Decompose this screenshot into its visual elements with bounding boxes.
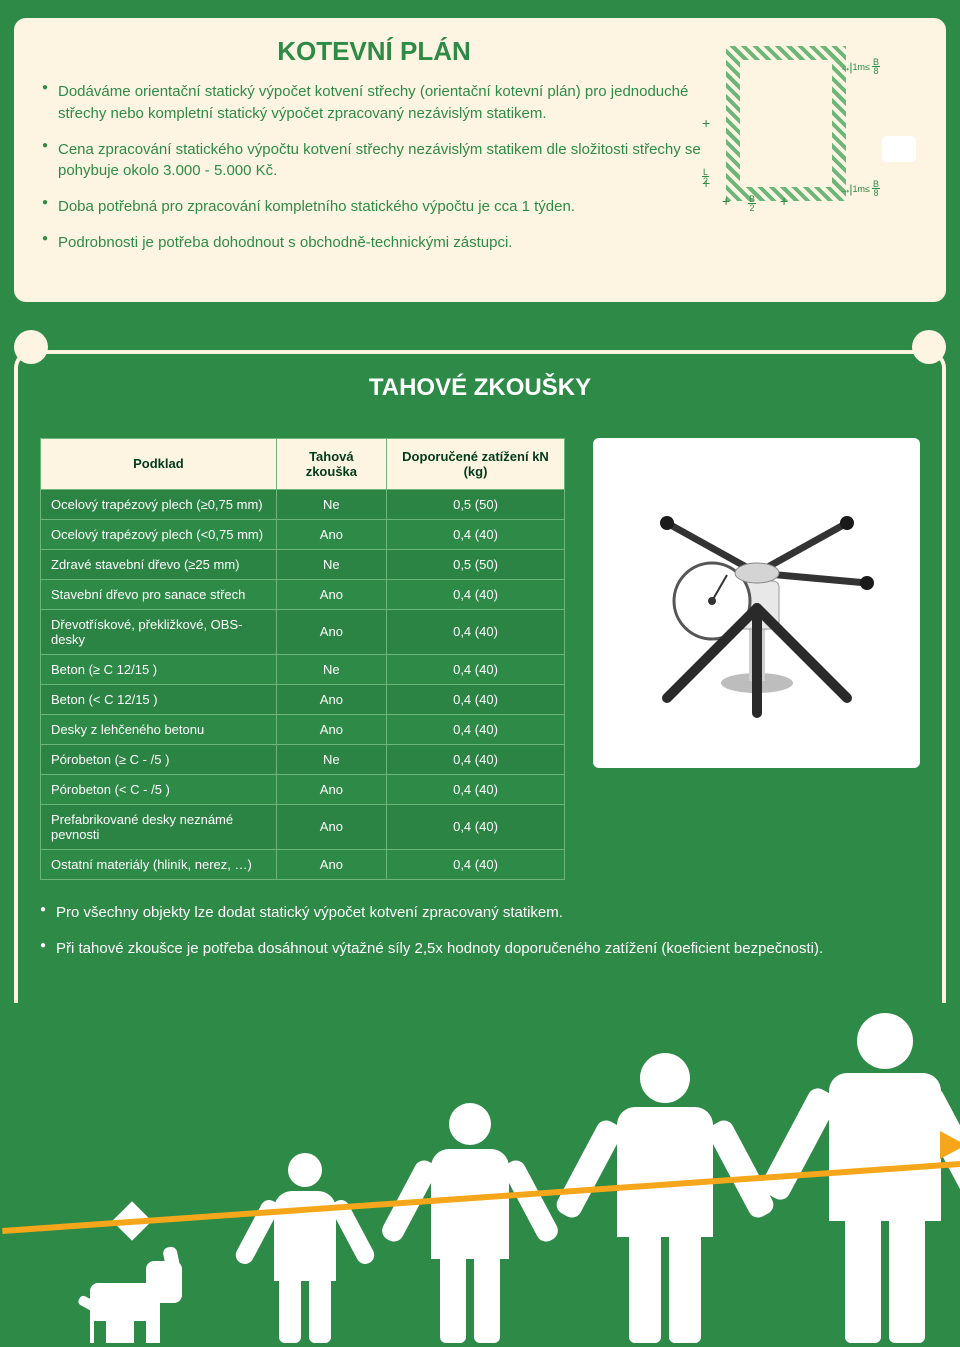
person-large xyxy=(580,1053,750,1343)
kotevni-plan-panel: KOTEVNÍ PLÁN Dodáváme orientační statick… xyxy=(14,18,946,302)
cell-load: 0,4 (40) xyxy=(386,579,564,609)
cell-test: Ano xyxy=(276,579,386,609)
cell-test: Ano xyxy=(276,714,386,744)
cell-load: 0,4 (40) xyxy=(386,714,564,744)
kotevni-plan-bullets: Dodáváme orientační statický výpočet kot… xyxy=(42,81,706,254)
bullet-item: Doba potřebná pro zpracování kompletního… xyxy=(42,196,706,218)
anchor-mark: + xyxy=(722,193,730,209)
cell-name: Pórobeton (≥ C - /5 ) xyxy=(41,744,277,774)
cell-name: Dřevotřískové, překližkové, OBS-desky xyxy=(41,609,277,654)
cell-load: 0,4 (40) xyxy=(386,654,564,684)
diagram-spacer xyxy=(882,136,916,162)
tahove-zkousky-title: TAHOVÉ ZKOUŠKY xyxy=(18,374,942,402)
cell-load: 0,4 (40) xyxy=(386,609,564,654)
pulling-infographic xyxy=(0,1013,960,1343)
tahove-zkousky-section: TAHOVÉ ZKOUŠKY Podklad Tahová zkouška Do… xyxy=(0,302,960,1003)
dim-bottom-label: →| 1m≤ B8 xyxy=(839,180,880,197)
cell-name: Ocelový trapézový plech (<0,75 mm) xyxy=(41,519,277,549)
table-row: Beton (< C 12/15 )Ano0,4 (40) xyxy=(41,684,565,714)
th-tahova: Tahová zkouška xyxy=(276,438,386,489)
tests-notes: Pro všechny objekty lze dodat statický v… xyxy=(40,902,920,961)
cell-test: Ne xyxy=(276,744,386,774)
th-podklad: Podklad xyxy=(41,438,277,489)
table-row: Prefabrikované desky neznámé pevnostiAno… xyxy=(41,804,565,849)
cell-load: 0,5 (50) xyxy=(386,489,564,519)
tests-table: Podklad Tahová zkouška Doporučené zatíže… xyxy=(40,438,565,880)
kotevni-plan-text: KOTEVNÍ PLÁN Dodáváme orientační statick… xyxy=(42,36,706,268)
cell-name: Stavební dřevo pro sanace střech xyxy=(41,579,277,609)
cell-name: Beton (< C 12/15 ) xyxy=(41,684,277,714)
l-half-label: L2 xyxy=(702,168,709,187)
dim-top-label: →| 1m≤ B8 xyxy=(839,58,880,75)
cell-test: Ano xyxy=(276,849,386,879)
cell-name: Ostatní materiály (hliník, nerez, …) xyxy=(41,849,277,879)
table-row: Desky z lehčeného betonuAno0,4 (40) xyxy=(41,714,565,744)
person-small xyxy=(250,1153,360,1343)
pull-tester-icon xyxy=(607,453,907,753)
anchor-mark: + xyxy=(780,193,788,209)
table-row: Ocelový trapézový plech (≥0,75 mm)Ne0,5 … xyxy=(41,489,565,519)
cell-name: Ocelový trapézový plech (≥0,75 mm) xyxy=(41,489,277,519)
note-item: Při tahové zkoušce je potřeba dosáhnout … xyxy=(40,938,920,961)
table-row: Zdravé stavební dřevo (≥25 mm)Ne0,5 (50) xyxy=(41,549,565,579)
cell-test: Ne xyxy=(276,654,386,684)
kotevni-plan-title: KOTEVNÍ PLÁN xyxy=(42,36,706,67)
table-row: Pórobeton (≥ C - /5 )Ne0,4 (40) xyxy=(41,744,565,774)
cell-name: Zdravé stavební dřevo (≥25 mm) xyxy=(41,549,277,579)
cell-test: Ano xyxy=(276,519,386,549)
cell-name: Desky z lehčeného betonu xyxy=(41,714,277,744)
person-medium xyxy=(400,1103,540,1343)
cell-test: Ne xyxy=(276,489,386,519)
table-row: Beton (≥ C 12/15 )Ne0,4 (40) xyxy=(41,654,565,684)
cell-test: Ano xyxy=(276,774,386,804)
table-row: Dřevotřískové, překližkové, OBS-deskyAno… xyxy=(41,609,565,654)
cell-name: Prefabrikované desky neznámé pevnosti xyxy=(41,804,277,849)
dog-figure xyxy=(60,1213,200,1343)
knob-left xyxy=(14,330,48,364)
cell-load: 0,4 (40) xyxy=(386,519,564,549)
cell-test: Ano xyxy=(276,804,386,849)
person-xlarge xyxy=(790,1013,960,1343)
cell-test: Ano xyxy=(276,684,386,714)
bullet-item: Dodáváme orientační statický výpočet kot… xyxy=(42,81,706,125)
cell-load: 0,4 (40) xyxy=(386,774,564,804)
knob-row xyxy=(14,330,946,364)
cell-load: 0,5 (50) xyxy=(386,549,564,579)
cell-test: Ne xyxy=(276,549,386,579)
pull-tester-image xyxy=(593,438,920,768)
bullet-item: Cena zpracování statického výpočtu kotve… xyxy=(42,139,706,183)
th-zatizeni: Doporučené zatížení kN (kg) xyxy=(386,438,564,489)
roof-diagram: + + + + L2 B2 →| 1m≤ B8 →| 1m≤ B8 xyxy=(726,36,926,268)
cell-name: Beton (≥ C 12/15 ) xyxy=(41,654,277,684)
cell-load: 0,4 (40) xyxy=(386,684,564,714)
cell-load: 0,4 (40) xyxy=(386,744,564,774)
tahove-zkousky-body: Podklad Tahová zkouška Doporučené zatíže… xyxy=(14,416,946,1003)
roof-rect: + + + + L2 B2 →| 1m≤ B8 →| 1m≤ B8 xyxy=(726,46,846,201)
note-item: Pro všechny objekty lze dodat statický v… xyxy=(40,902,920,925)
table-row: Stavební dřevo pro sanace střechAno0,4 (… xyxy=(41,579,565,609)
cell-name: Pórobeton (< C - /5 ) xyxy=(41,774,277,804)
bullet-item: Podrobnosti je potřeba dohodnout s obcho… xyxy=(42,232,706,254)
cell-load: 0,4 (40) xyxy=(386,804,564,849)
b-half-label: B2 xyxy=(748,195,756,213)
rope-arrowhead xyxy=(940,1131,960,1159)
table-row: Pórobeton (< C - /5 )Ano0,4 (40) xyxy=(41,774,565,804)
table-row: Ostatní materiály (hliník, nerez, …)Ano0… xyxy=(41,849,565,879)
cell-load: 0,4 (40) xyxy=(386,849,564,879)
knob-right xyxy=(912,330,946,364)
cell-test: Ano xyxy=(276,609,386,654)
anchor-mark: + xyxy=(702,115,710,131)
table-row: Ocelový trapézový plech (<0,75 mm)Ano0,4… xyxy=(41,519,565,549)
